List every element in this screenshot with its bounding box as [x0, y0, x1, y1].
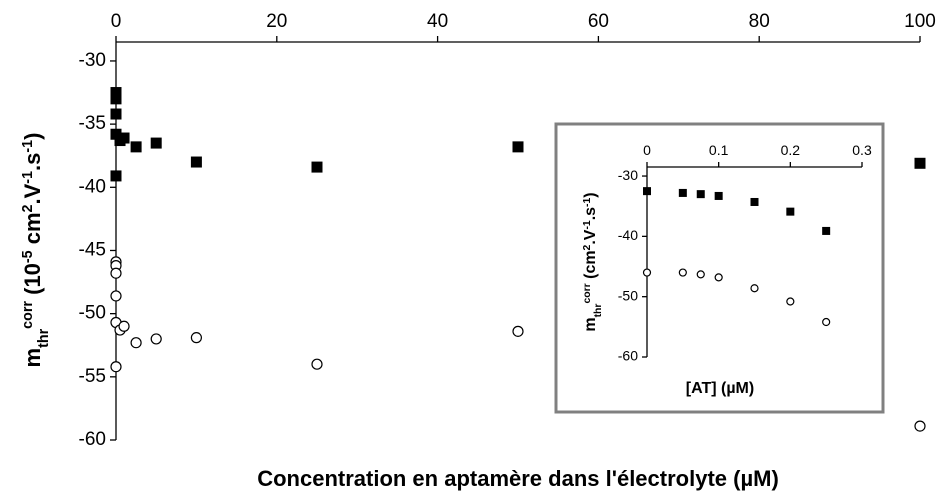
y-axis-label-part: -1 — [582, 220, 593, 229]
y-axis-label-part: -5 — [20, 250, 36, 263]
y-tick-label: -60 — [79, 429, 106, 450]
point — [914, 157, 926, 169]
point — [678, 268, 687, 277]
point — [822, 226, 831, 235]
y-tick-label: -45 — [79, 239, 106, 260]
point — [150, 137, 162, 149]
y-axis-label: mthrcorr (10-5 cm2.V-1.s-1) — [20, 133, 52, 368]
y-axis-label: mthrcorr (cm2.V-1.s-1) — [582, 192, 604, 331]
point — [678, 188, 687, 197]
point — [110, 290, 122, 302]
x-axis-label: Concentration en aptamère dans l'électro… — [257, 466, 779, 491]
x-tick-label: 0.1 — [709, 142, 729, 158]
x-tick-label: 0 — [643, 142, 651, 158]
point — [786, 297, 795, 306]
point — [750, 284, 759, 293]
point — [118, 132, 130, 144]
y-axis-label-part: (10 — [20, 263, 45, 301]
point — [311, 161, 323, 173]
point — [110, 267, 122, 279]
point — [110, 170, 122, 182]
point — [110, 93, 122, 105]
x-tick-label: 100 — [904, 11, 936, 32]
point — [696, 190, 705, 199]
point — [512, 141, 524, 153]
x-tick-label: 60 — [588, 11, 609, 32]
point — [714, 273, 723, 282]
point — [786, 207, 795, 216]
y-axis-label-part: thr — [593, 304, 604, 318]
y-axis-label-part: -1 — [582, 197, 593, 206]
point — [110, 108, 122, 120]
y-axis-label-part: thr — [36, 328, 52, 347]
x-axis-label: [AT] (µM) — [686, 380, 754, 397]
point — [311, 358, 323, 370]
y-tick-label: -50 — [618, 287, 638, 303]
point — [696, 270, 705, 279]
x-tick-label: 80 — [749, 11, 770, 32]
point — [130, 337, 142, 349]
y-axis-label-part: 2 — [582, 244, 593, 250]
y-axis-label-part: cm — [20, 212, 45, 250]
y-tick-label: -40 — [79, 176, 106, 197]
inset-frame — [554, 122, 885, 414]
y-axis-label-part: .V — [20, 183, 45, 204]
y-axis-label-part: m — [582, 317, 599, 331]
y-axis-label-part: -1 — [20, 171, 36, 184]
y-axis-label-part: ) — [582, 192, 599, 197]
y-axis-label-part: corr — [20, 301, 36, 329]
x-tick-label: 0 — [111, 11, 122, 32]
y-tick-label: -30 — [618, 167, 638, 183]
y-axis-label-part: ) — [20, 133, 45, 140]
y-tick-label: -50 — [79, 303, 106, 324]
point — [642, 268, 652, 277]
point — [512, 325, 524, 337]
y-tick-label: -30 — [79, 50, 106, 71]
y-tick-label: -60 — [618, 348, 638, 364]
point — [110, 361, 122, 373]
point — [190, 156, 202, 168]
x-tick-label: 40 — [427, 11, 448, 32]
y-axis-label-part: m — [20, 348, 45, 368]
x-tick-label: 0.2 — [781, 142, 801, 158]
y-axis-label-part: .V — [582, 229, 599, 244]
point — [822, 317, 831, 327]
point — [643, 187, 651, 196]
point — [150, 333, 162, 345]
point — [750, 197, 759, 206]
y-axis-label-part: corr — [582, 283, 593, 303]
y-axis-label-part: .s — [20, 153, 45, 171]
y-tick-label: -55 — [79, 366, 106, 387]
point — [130, 141, 142, 153]
y-tick-label: -35 — [79, 113, 106, 134]
y-axis-label-part: .s — [582, 207, 599, 220]
x-tick-label: 20 — [266, 11, 287, 32]
y-axis-label-part: -1 — [20, 140, 36, 153]
point — [118, 320, 130, 332]
y-tick-label: -40 — [618, 227, 638, 243]
x-tick-label: 0.3 — [852, 142, 872, 158]
point — [190, 332, 202, 344]
y-axis-label-part: (cm — [582, 250, 599, 283]
point — [914, 420, 926, 432]
y-axis-label-part: 2 — [20, 204, 36, 212]
point — [714, 191, 723, 200]
